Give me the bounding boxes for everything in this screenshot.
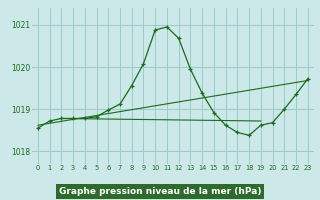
Text: Graphe pression niveau de la mer (hPa): Graphe pression niveau de la mer (hPa) — [59, 187, 261, 196]
